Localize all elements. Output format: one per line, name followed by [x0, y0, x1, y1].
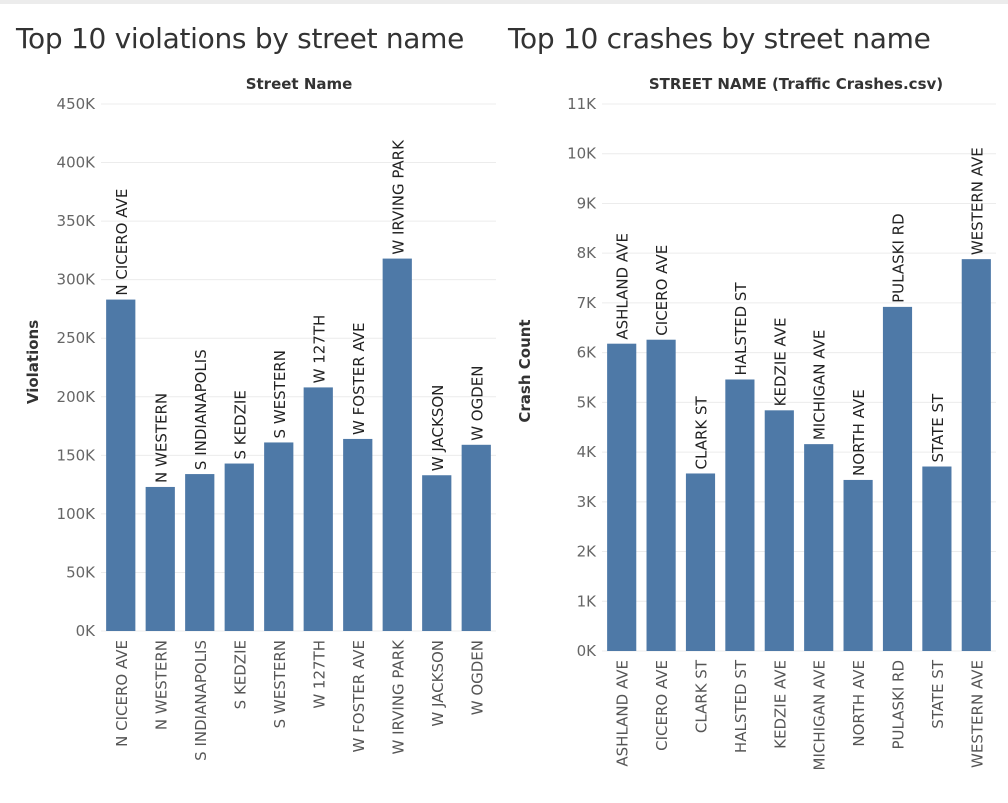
violations-bar-label: S INDIANAPOLIS: [192, 349, 210, 470]
crashes-x-category-label: CICERO AVE: [653, 660, 671, 751]
crashes-bar[interactable]: [725, 379, 755, 651]
violations-x-category-label: W FOSTER AVE: [350, 640, 368, 752]
crashes-bar-label: NORTH AVE: [850, 389, 868, 476]
crashes-bar[interactable]: [646, 339, 676, 651]
violations-bar[interactable]: [264, 442, 294, 631]
crashes-x-category-label: PULASKI RD: [890, 660, 908, 750]
crashes-y-tick-label: 0K: [577, 642, 598, 660]
crashes-bar-label: STATE ST: [929, 393, 947, 463]
violations-bar-label: W FOSTER AVE: [350, 323, 368, 435]
violations-bar-label: W OGDEN: [468, 366, 486, 441]
violations-bar[interactable]: [106, 299, 136, 631]
violations-y-tick-label: 400K: [57, 154, 97, 172]
crashes-x-category-label: ASHLAND AVE: [614, 660, 632, 767]
crashes-bar[interactable]: [882, 306, 913, 651]
crashes-bar-label: HALSTED ST: [732, 282, 750, 376]
crashes-y-tick-label: 2K: [577, 543, 598, 561]
violations-y-axis-title: Violations: [24, 320, 42, 404]
violations-bar[interactable]: [145, 486, 175, 631]
violations-y-tick-label: 100K: [57, 505, 97, 523]
crashes-y-tick-label: 1K: [577, 592, 598, 610]
crashes-y-tick-label: 8K: [577, 244, 598, 262]
violations-x-category-label: N CICERO AVE: [113, 640, 131, 747]
crashes-bar[interactable]: [843, 479, 873, 651]
violations-bar[interactable]: [303, 387, 333, 631]
violations-y-tick-label: 450K: [57, 95, 97, 113]
crashes-bar[interactable]: [607, 343, 637, 651]
crashes-bar-label: MICHIGAN AVE: [811, 330, 829, 440]
crashes-x-category-label: MICHIGAN AVE: [811, 660, 829, 770]
violations-bar[interactable]: [185, 474, 215, 631]
crashes-y-tick-label: 5K: [577, 393, 598, 411]
violations-y-tick-label: 50K: [66, 563, 96, 581]
violations-x-category-label: S INDIANAPOLIS: [192, 640, 210, 761]
crashes-bar[interactable]: [922, 466, 952, 651]
crashes-chart: STREET NAME (Traffic Crashes.csv) Crash …: [516, 75, 996, 770]
violations-header: Street Name: [246, 75, 353, 93]
violations-bar[interactable]: [422, 475, 452, 631]
crashes-x-category-label: NORTH AVE: [850, 660, 868, 747]
crashes-bar-label: ASHLAND AVE: [614, 233, 632, 340]
crashes-y-tick-label: 4K: [577, 443, 598, 461]
crashes-bar[interactable]: [804, 444, 834, 651]
crashes-x-category-label: HALSTED ST: [732, 659, 750, 753]
violations-x-category-label: S WESTERN: [271, 640, 289, 728]
crashes-chart-title: Top 10 crashes by street name: [508, 22, 931, 55]
crashes-bar-label: CICERO AVE: [653, 245, 671, 336]
violations-bar[interactable]: [382, 258, 412, 631]
violations-bar-label: S WESTERN: [271, 350, 289, 438]
crashes-y-tick-label: 11K: [567, 95, 597, 113]
violations-bar[interactable]: [224, 463, 254, 631]
violations-bar-label: N WESTERN: [152, 393, 170, 483]
violations-bar-label: W JACKSON: [429, 385, 447, 472]
violations-bar-label: S KEDZIE: [231, 390, 249, 459]
crashes-bar[interactable]: [961, 259, 991, 651]
violations-y-tick-label: 350K: [57, 212, 97, 230]
crashes-y-tick-label: 10K: [567, 145, 597, 163]
violations-bar-label: W IRVING PARK: [389, 139, 407, 255]
violations-bar-label: W 127TH: [310, 315, 328, 384]
crashes-x-category-label: KEDZIE AVE: [771, 660, 789, 749]
violations-chart-title: Top 10 violations by street name: [16, 22, 465, 55]
top-border-strip: [0, 0, 1008, 4]
violations-x-category-label: W IRVING PARK: [389, 639, 407, 755]
violations-bar[interactable]: [461, 444, 491, 631]
violations-y-tick-label: 250K: [57, 329, 97, 347]
violations-y-tick-label: 150K: [57, 446, 97, 464]
crashes-x-category-label: CLARK ST: [693, 659, 711, 733]
crashes-bar-label: PULASKI RD: [890, 213, 908, 303]
crashes-bar[interactable]: [685, 473, 716, 651]
crashes-bar[interactable]: [764, 410, 794, 651]
crashes-x-category-label: WESTERN AVE: [968, 660, 986, 768]
crashes-x-category-label: STATE ST: [929, 659, 947, 729]
violations-x-category-label: W JACKSON: [429, 640, 447, 727]
crashes-y-tick-label: 7K: [577, 294, 598, 312]
crashes-bar-label: KEDZIE AVE: [771, 317, 789, 406]
violations-bar-label: N CICERO AVE: [113, 189, 131, 296]
crashes-y-tick-label: 9K: [577, 194, 598, 212]
violations-y-tick-label: 300K: [57, 271, 97, 289]
violations-y-tick-label: 0K: [76, 622, 97, 640]
violations-bar[interactable]: [343, 438, 373, 631]
violations-x-category-label: W 127TH: [310, 640, 328, 709]
violations-x-category-label: W OGDEN: [468, 640, 486, 715]
violations-chart: Street Name Violations 0K 50K 100K 150K 200K…: [24, 75, 496, 761]
crashes-bar-label: WESTERN AVE: [968, 147, 986, 255]
violations-y-tick-label: 200K: [57, 388, 97, 406]
crashes-y-axis-title: Crash Count: [516, 319, 534, 422]
crashes-y-tick-label: 6K: [577, 344, 598, 362]
violations-x-category-label: N WESTERN: [152, 640, 170, 730]
violations-x-category-label: S KEDZIE: [231, 640, 249, 709]
crashes-bar-label: CLARK ST: [693, 395, 711, 469]
crashes-header: STREET NAME (Traffic Crashes.csv): [649, 75, 943, 93]
crashes-y-tick-label: 3K: [577, 493, 598, 511]
